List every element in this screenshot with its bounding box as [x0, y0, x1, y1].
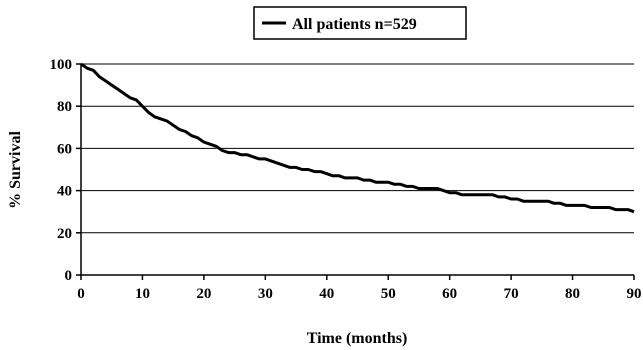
x-tick-label: 20 — [196, 286, 211, 302]
x-tick-label: 10 — [135, 286, 150, 302]
y-tick-label: 80 — [57, 99, 72, 115]
y-tick-label: 100 — [50, 57, 73, 73]
y-axis-title: % Survival — [7, 131, 24, 209]
x-tick-label: 40 — [319, 286, 334, 302]
y-tick-label: 20 — [57, 226, 72, 242]
x-tick-label: 60 — [442, 286, 457, 302]
gridlines — [81, 63, 634, 234]
legend-label: All patients n=529 — [292, 16, 417, 33]
x-tick-label: 70 — [504, 286, 519, 302]
y-ticks: 0 20 40 60 80 100 — [50, 57, 81, 284]
legend-box — [253, 6, 467, 40]
y-tick-label: 0 — [65, 268, 73, 284]
x-tick-label: 30 — [258, 286, 273, 302]
x-tick-label: 80 — [565, 286, 580, 302]
x-tick-label: 50 — [381, 286, 396, 302]
x-ticks: 0 10 20 30 40 50 60 70 80 90 — [77, 275, 642, 302]
y-tick-label: 60 — [57, 141, 72, 157]
y-tick-label: 40 — [57, 184, 72, 200]
data-points — [81, 64, 634, 212]
survival-curve-line — [80, 62, 635, 214]
legend: All patients n=529 — [253, 6, 467, 40]
x-tick-label: 0 — [77, 286, 85, 302]
x-axis-title: Time (months) — [307, 330, 408, 347]
x-tick-label: 90 — [627, 286, 642, 302]
